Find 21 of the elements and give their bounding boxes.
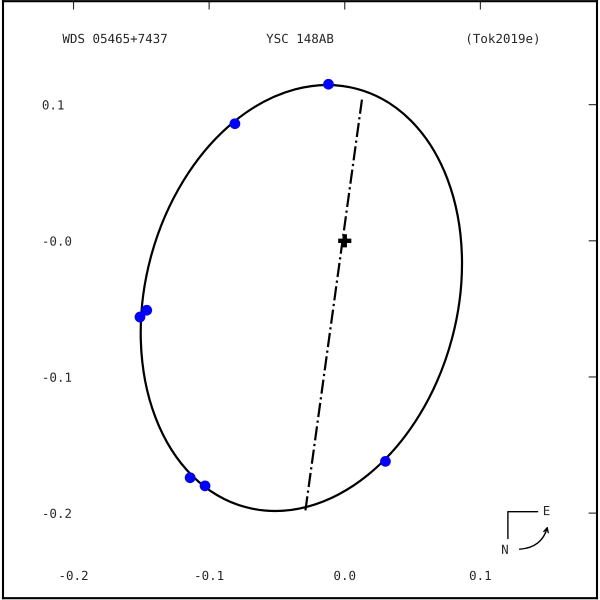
y-tick-label: -0.0 [44, 236, 72, 246]
text: YSC 148AB [266, 34, 334, 44]
y-tick-label: -0.2 [44, 508, 71, 518]
point [323, 78, 334, 90]
x-tick-label: 0.0 [334, 570, 356, 580]
x-tick-label: 0.1 [470, 570, 491, 580]
y-tick-label: -0.1 [44, 372, 72, 382]
annotation: (Tok2019e) [468, 33, 538, 45]
annotation: N [502, 544, 508, 554]
point [380, 456, 391, 467]
annotation: E [544, 506, 550, 516]
y-tick-label: 0.1 [42, 100, 64, 110]
point [200, 480, 210, 492]
x-tick-label: -0.1 [196, 570, 224, 580]
point [184, 472, 196, 484]
x-tick-label: -0.2 [60, 570, 88, 580]
point [338, 234, 352, 248]
point [134, 312, 146, 322]
point [141, 304, 152, 316]
point [230, 118, 240, 130]
annotation: WDS 05465+7437 [62, 34, 167, 44]
